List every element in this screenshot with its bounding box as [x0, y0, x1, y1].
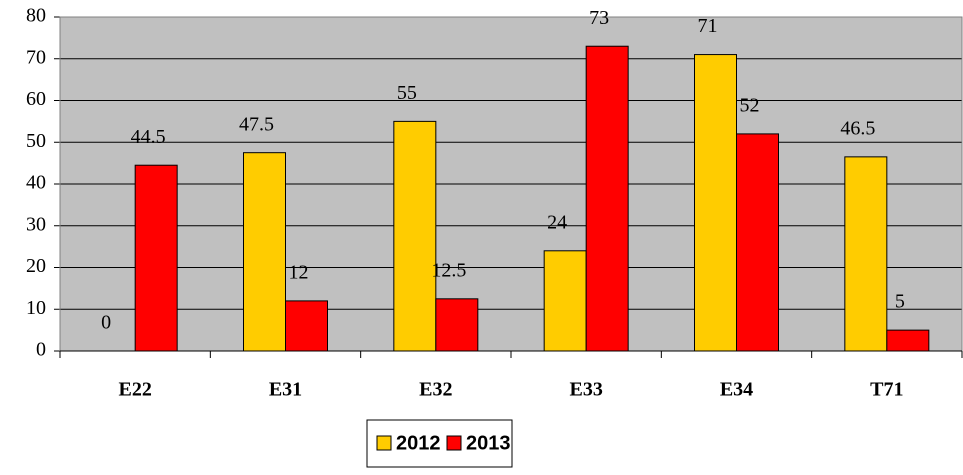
data-label: 12 — [289, 261, 309, 283]
y-tick-label: 30 — [26, 213, 46, 235]
bar — [435, 298, 479, 352]
bar — [844, 156, 888, 352]
x-tick-label: E32 — [419, 379, 452, 401]
data-label: 55 — [397, 82, 417, 104]
y-tick-label: 0 — [36, 339, 46, 361]
legend-label: 2012 — [396, 432, 441, 454]
legend-swatch — [446, 435, 462, 451]
data-label: 47.5 — [239, 113, 274, 135]
x-tick-label: E22 — [118, 379, 151, 401]
bar — [243, 152, 286, 352]
bar — [736, 133, 779, 352]
data-label: 71 — [698, 15, 718, 37]
y-tick-label: 60 — [26, 88, 46, 110]
bar — [585, 45, 629, 352]
bar — [393, 120, 437, 352]
bar — [886, 329, 930, 352]
y-tick-label: 40 — [26, 172, 46, 194]
data-label: 44.5 — [131, 126, 166, 148]
data-label: 24 — [547, 211, 567, 233]
x-tick-label: T71 — [870, 379, 903, 401]
y-tick-label: 80 — [26, 5, 46, 27]
bar — [285, 300, 328, 352]
bar — [694, 54, 737, 352]
data-label: 12.5 — [431, 259, 466, 281]
y-tick-label: 10 — [26, 297, 46, 319]
bar — [134, 164, 178, 352]
y-tick-label: 70 — [26, 46, 46, 68]
data-label: 5 — [895, 291, 905, 313]
legend-swatch — [376, 435, 392, 451]
legend-label: 2013 — [466, 432, 511, 454]
x-tick-label: E31 — [269, 379, 302, 401]
y-tick-label: 20 — [26, 255, 46, 277]
data-label: 46.5 — [840, 117, 875, 139]
x-tick-label: E33 — [569, 379, 602, 401]
data-label: 52 — [740, 94, 760, 116]
y-tick-label: 50 — [26, 130, 46, 152]
bar — [543, 250, 587, 352]
x-tick-label: E34 — [720, 379, 753, 401]
data-label: 0 — [101, 312, 111, 334]
data-label: 73 — [589, 7, 609, 29]
